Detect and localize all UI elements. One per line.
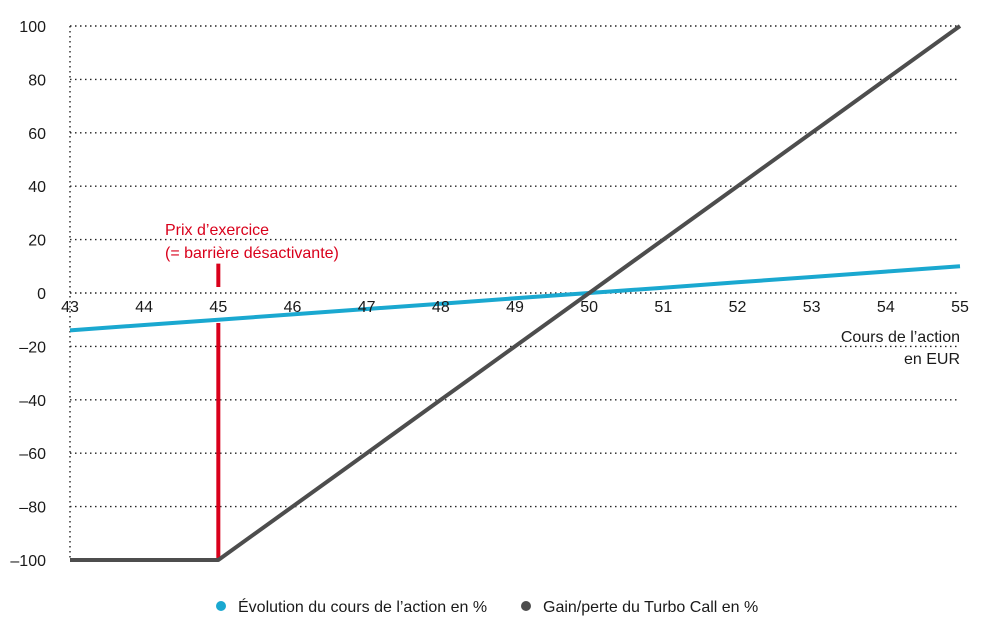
series-line-turbo <box>70 24 962 562</box>
y-tick-label: 40 <box>28 179 46 196</box>
x-axis-label-line1: Cours de l’action <box>841 329 960 346</box>
annotation-line1: Prix d’exercice <box>165 222 269 239</box>
legend-label-stock: Évolution du cours de l’action en % <box>238 597 487 616</box>
x-tick-label: 49 <box>506 299 524 316</box>
y-tick-label: –100 <box>10 553 46 570</box>
y-tick-label: –60 <box>19 446 46 463</box>
x-axis-ticks: 43 44 45 46 47 48 49 50 51 52 53 54 55 <box>61 299 969 316</box>
x-tick-label: 43 <box>61 299 79 316</box>
legend-marker-stock <box>216 601 226 611</box>
x-tick-label: 44 <box>135 299 153 316</box>
x-tick-label: 52 <box>729 299 747 316</box>
x-tick-label: 51 <box>654 299 672 316</box>
x-axis-label-line2: en EUR <box>904 351 960 368</box>
y-axis-ticks: 100 80 60 40 20 0 –20 –40 –60 –80 –100 <box>10 19 46 570</box>
y-tick-label: 100 <box>19 19 46 36</box>
annotation-line2: (= barrière désactivante) <box>165 245 339 262</box>
y-tick-label: –40 <box>19 393 46 410</box>
x-tick-label: 46 <box>284 299 302 316</box>
x-tick-label: 48 <box>432 299 450 316</box>
legend-marker-turbo <box>521 601 531 611</box>
y-tick-label: 20 <box>28 233 46 250</box>
y-tick-label: 0 <box>37 286 46 303</box>
x-tick-label: 47 <box>358 299 376 316</box>
x-tick-label: 54 <box>877 299 895 316</box>
y-tick-label: 80 <box>28 72 46 89</box>
legend-label-turbo: Gain/perte du Turbo Call en % <box>543 599 758 616</box>
series-line-stock <box>69 264 961 333</box>
x-tick-label: 55 <box>951 299 969 316</box>
annotation-text: Prix d’exercice (= barrière désactivante… <box>165 222 339 262</box>
y-tick-label: 60 <box>28 126 46 143</box>
y-tick-label: –20 <box>19 339 46 356</box>
grid <box>69 25 960 560</box>
x-tick-label: 50 <box>580 299 598 316</box>
x-tick-label: 53 <box>803 299 821 316</box>
y-tick-label: –80 <box>19 500 46 517</box>
series-layer <box>69 24 962 562</box>
x-tick-label: 45 <box>209 299 227 316</box>
legend: Évolution du cours de l’action en % Gain… <box>216 597 758 616</box>
